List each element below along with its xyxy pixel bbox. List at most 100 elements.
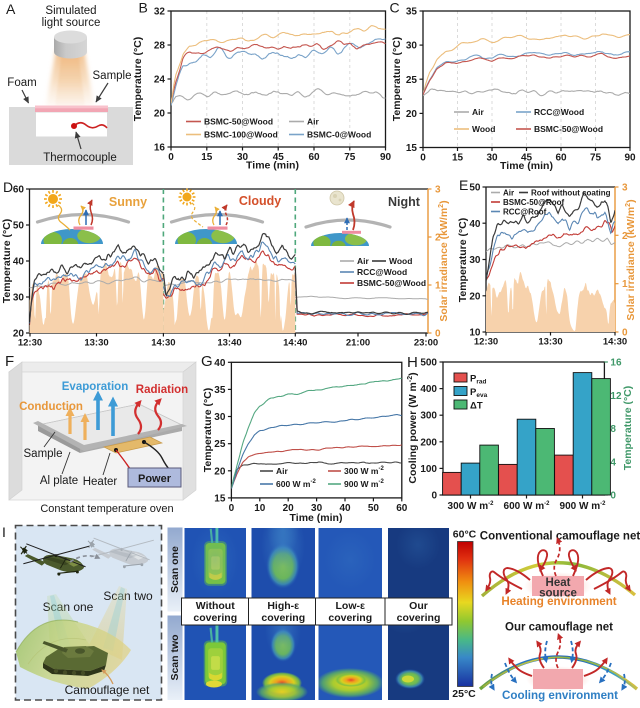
svg-text:covering: covering — [397, 612, 441, 624]
svg-text:D: D — [3, 179, 13, 195]
svg-text:Scan two: Scan two — [169, 634, 181, 680]
svg-text:Solar irradiance (kW/m2): Solar irradiance (kW/m2) — [438, 200, 450, 321]
svg-text:60°C: 60°C — [453, 529, 477, 541]
svg-text:600 W m-2: 600 W m-2 — [276, 479, 316, 489]
svg-text:30: 30 — [406, 41, 418, 52]
svg-text:90: 90 — [624, 153, 636, 164]
svg-text:90: 90 — [380, 152, 392, 163]
svg-text:45: 45 — [521, 153, 533, 164]
svg-text:20: 20 — [406, 109, 418, 120]
svg-text:Sample: Sample — [93, 70, 132, 82]
svg-text:Without: Without — [196, 600, 235, 612]
svg-text:75: 75 — [344, 152, 356, 163]
svg-text:Foam: Foam — [7, 77, 36, 89]
svg-text:F: F — [5, 353, 14, 370]
svg-text:Scan two: Scan two — [103, 589, 153, 603]
svg-text:30: 30 — [214, 412, 226, 423]
svg-text:G: G — [201, 353, 213, 370]
svg-text:12:30: 12:30 — [474, 337, 498, 348]
svg-text:covering: covering — [328, 612, 372, 624]
svg-text:13:30: 13:30 — [538, 337, 562, 348]
svg-text:Conventional camouflage net: Conventional camouflage net — [480, 531, 640, 543]
svg-text:Low-ε: Low-ε — [336, 600, 365, 612]
svg-text:40: 40 — [214, 358, 226, 369]
svg-text:13:40: 13:40 — [217, 338, 241, 349]
svg-text:40: 40 — [339, 503, 351, 514]
svg-text:Temperature (°C): Temperature (°C) — [391, 37, 403, 122]
svg-text:10: 10 — [254, 503, 266, 514]
svg-text:Solar irradiance (kW/m2): Solar irradiance (kW/m2) — [625, 199, 637, 320]
svg-text:600 W m-2: 600 W m-2 — [504, 501, 551, 512]
svg-text:100: 100 — [420, 464, 437, 475]
svg-text:300 W m-2: 300 W m-2 — [448, 501, 495, 512]
svg-text:Conduction: Conduction — [19, 401, 83, 413]
svg-text:Air: Air — [276, 466, 289, 476]
svg-text:3: 3 — [435, 185, 441, 196]
svg-text:20: 20 — [154, 109, 166, 120]
svg-text:Temperature (°C): Temperature (°C) — [202, 388, 214, 473]
svg-text:E: E — [459, 177, 468, 193]
svg-text:15: 15 — [214, 493, 226, 504]
svg-text:Our: Our — [409, 600, 428, 612]
svg-text:35: 35 — [406, 7, 418, 18]
svg-text:30: 30 — [486, 153, 498, 164]
svg-text:30: 30 — [469, 255, 481, 266]
svg-text:500: 500 — [420, 358, 437, 369]
svg-text:40: 40 — [469, 219, 481, 230]
svg-text:50: 50 — [368, 503, 380, 514]
svg-text:0: 0 — [622, 328, 628, 339]
svg-text:25°C: 25°C — [452, 688, 476, 700]
svg-text:Temperature (°C): Temperature (°C) — [622, 386, 634, 471]
svg-text:Cooling power (W m-2): Cooling power (W m-2) — [407, 372, 419, 483]
svg-text:0: 0 — [431, 491, 437, 502]
svg-text:30: 30 — [237, 152, 249, 163]
svg-text:Evaporation: Evaporation — [62, 381, 128, 393]
svg-text:Sample: Sample — [24, 448, 63, 460]
svg-text:covering: covering — [193, 612, 237, 624]
svg-text:15: 15 — [452, 153, 464, 164]
svg-text:C: C — [390, 0, 400, 16]
svg-text:RCC@Wood: RCC@Wood — [357, 267, 407, 277]
svg-text:900 W m-2: 900 W m-2 — [560, 501, 607, 512]
svg-text:BSMC-100@Wood: BSMC-100@Wood — [204, 130, 278, 140]
svg-text:20: 20 — [13, 329, 25, 340]
svg-text:Constant temperature oven: Constant temperature oven — [40, 503, 173, 515]
svg-text:13:30: 13:30 — [84, 338, 108, 349]
svg-text:32: 32 — [154, 7, 166, 18]
svg-text:0: 0 — [168, 152, 174, 163]
svg-text:300 W m-2: 300 W m-2 — [344, 466, 384, 476]
svg-text:Wood: Wood — [389, 256, 412, 266]
svg-text:60: 60 — [308, 152, 320, 163]
svg-text:RCC@Wood: RCC@Wood — [534, 107, 584, 117]
svg-text:35: 35 — [214, 385, 226, 396]
svg-text:High-ε: High-ε — [267, 600, 299, 612]
svg-text:75: 75 — [590, 153, 602, 164]
svg-text:14:40: 14:40 — [283, 338, 307, 349]
svg-text:2: 2 — [435, 233, 441, 244]
svg-text:45: 45 — [273, 152, 285, 163]
svg-text:I: I — [2, 524, 6, 540]
svg-text:Time (min): Time (min) — [246, 160, 299, 172]
svg-text:60: 60 — [396, 503, 408, 514]
svg-text:source: source — [539, 588, 577, 600]
svg-text:23:00: 23:00 — [414, 338, 438, 349]
svg-text:Temperature (°C): Temperature (°C) — [1, 219, 13, 304]
svg-text:Wood: Wood — [472, 124, 495, 134]
svg-text:ΔT: ΔT — [470, 401, 483, 412]
svg-text:Heater: Heater — [83, 476, 118, 488]
svg-text:Time (min): Time (min) — [500, 160, 553, 172]
svg-text:20: 20 — [469, 291, 481, 302]
svg-text:16: 16 — [610, 358, 622, 369]
svg-text:BSMC-50@Wood: BSMC-50@Wood — [204, 117, 273, 127]
svg-text:Air: Air — [472, 107, 485, 117]
svg-text:H: H — [407, 354, 418, 371]
svg-text:21:00: 21:00 — [346, 338, 370, 349]
svg-text:Heat: Heat — [546, 577, 571, 589]
svg-text:Al plate: Al plate — [40, 475, 78, 487]
svg-text:60: 60 — [555, 153, 567, 164]
svg-text:14:30: 14:30 — [603, 337, 627, 348]
svg-text:12: 12 — [610, 391, 622, 402]
svg-text:Thermocouple: Thermocouple — [43, 152, 117, 164]
svg-text:0: 0 — [229, 503, 235, 514]
svg-text:Cooling environment: Cooling environment — [502, 689, 618, 702]
